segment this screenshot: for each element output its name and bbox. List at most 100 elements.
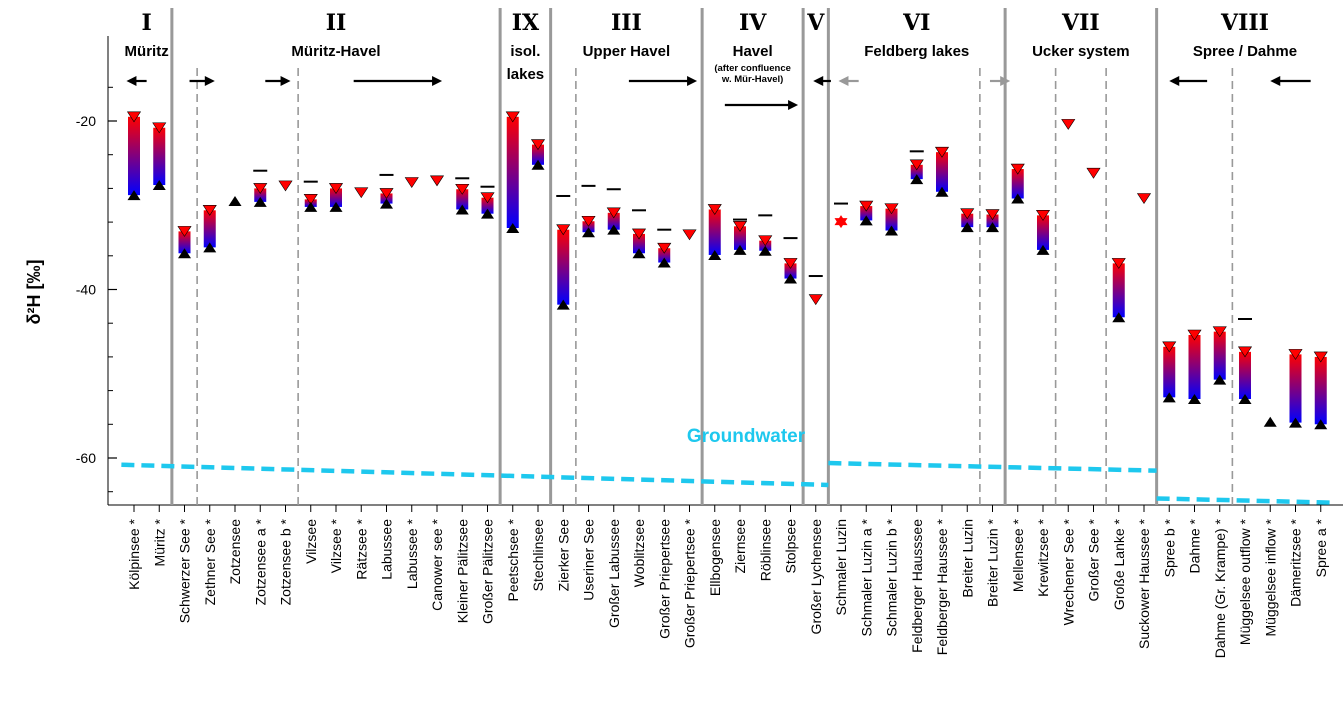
min-up-triangle bbox=[556, 299, 570, 310]
segment-roman-numeral: V bbox=[806, 10, 825, 36]
x-tick-label: Rätzsee * bbox=[353, 518, 369, 579]
segment-name: Havel bbox=[733, 43, 773, 60]
min-up-triangle bbox=[960, 222, 974, 233]
x-tick-label: Großer Lychensee bbox=[808, 519, 824, 635]
min-up-triangle bbox=[1011, 193, 1025, 204]
min-up-triangle bbox=[986, 222, 999, 233]
single-down-triangle bbox=[1061, 119, 1076, 130]
range-bar bbox=[456, 189, 469, 210]
max-down-triangle bbox=[1035, 210, 1051, 221]
single-down-triangle bbox=[354, 187, 369, 199]
segment-name: Ucker system bbox=[1032, 43, 1130, 60]
single-down-triangle bbox=[808, 294, 823, 306]
min-up-triangle bbox=[758, 245, 772, 256]
segment-subnote: (after confluence bbox=[714, 63, 791, 74]
max-down-triangle bbox=[631, 228, 647, 240]
segment-name-line2: lakes bbox=[507, 66, 545, 83]
x-tick-label: Spree b * bbox=[1161, 518, 1177, 577]
x-tick-label: Großer Pälitzsee bbox=[480, 519, 496, 624]
min-up-triangle bbox=[1213, 374, 1227, 385]
x-tick-label: Suckower Haussee * bbox=[1136, 518, 1152, 649]
range-bar bbox=[1289, 354, 1302, 423]
range-bar bbox=[1037, 215, 1049, 250]
max-down-triangle bbox=[1111, 258, 1126, 269]
x-tick-label: Ziernsee bbox=[732, 519, 748, 574]
range-bar bbox=[254, 188, 267, 202]
min-up-triangle bbox=[203, 242, 217, 253]
max-down-triangle bbox=[556, 224, 571, 236]
groundwater-lines bbox=[121, 460, 1334, 505]
x-tick-label: Großer Priepertsee bbox=[656, 519, 672, 639]
x-tick-label: Krewitzsee * bbox=[1035, 518, 1051, 596]
min-up-triangle bbox=[1238, 394, 1252, 405]
segment-name: isol. bbox=[510, 43, 540, 60]
range-bar bbox=[860, 206, 873, 221]
range-bar bbox=[784, 263, 797, 279]
range-bar bbox=[1213, 331, 1226, 380]
segment-name: Müritz bbox=[125, 43, 169, 60]
min-up-triangle bbox=[657, 257, 671, 268]
segment-subnote: w. Mür-Havel) bbox=[721, 74, 783, 85]
x-tick-label: Müggelsee inflow * bbox=[1262, 518, 1278, 636]
max-down-triangle bbox=[253, 183, 268, 194]
min-up-triangle bbox=[455, 204, 469, 215]
range-bar bbox=[658, 248, 671, 263]
x-tick-label: Peetschsee * bbox=[505, 518, 521, 601]
range-bar bbox=[153, 127, 166, 186]
range-bar bbox=[708, 209, 721, 255]
range-bar bbox=[1112, 263, 1125, 318]
min-up-triangle bbox=[632, 248, 646, 259]
segment-roman-numeral: IV bbox=[739, 10, 767, 36]
range-bars bbox=[128, 116, 1327, 425]
segment-name: Spree / Dahme bbox=[1193, 43, 1297, 60]
range-bar bbox=[1163, 346, 1176, 398]
flow-arrow-head-right bbox=[204, 76, 215, 86]
range-bar bbox=[910, 164, 923, 180]
x-tick-label: Großer Priepertsee * bbox=[682, 518, 698, 648]
x-tick-label: Stolpsee bbox=[783, 519, 799, 574]
min-up-triangle bbox=[304, 201, 318, 212]
max-down-triangle bbox=[1162, 341, 1177, 353]
max-down-triangle bbox=[152, 122, 167, 134]
x-tick-label: Schwerzer See * bbox=[177, 518, 193, 623]
min-up-triangle bbox=[885, 225, 898, 236]
range-bar bbox=[1314, 356, 1327, 425]
x-tick-label: Vilzsee * bbox=[328, 518, 344, 573]
max-down-triangle bbox=[480, 192, 495, 204]
range-bar bbox=[1011, 169, 1024, 199]
max-down-triangle bbox=[530, 139, 546, 151]
flow-arrow-head-right bbox=[432, 76, 443, 86]
range-bar bbox=[1239, 351, 1251, 400]
single-up-triangle bbox=[1263, 416, 1277, 427]
segment-roman-numeral: VII bbox=[1061, 10, 1100, 36]
single-down-triangle bbox=[278, 180, 293, 192]
markers bbox=[126, 76, 1328, 430]
min-up-triangle bbox=[506, 222, 520, 233]
min-up-triangle bbox=[910, 174, 924, 185]
range-bar bbox=[128, 116, 140, 196]
max-down-triangle bbox=[1187, 329, 1202, 341]
range-bar bbox=[481, 197, 494, 214]
flow-arrow-head-left bbox=[1270, 76, 1281, 86]
flow-arrow-head-right bbox=[280, 76, 291, 86]
x-tick-label: Schmaler Luzin bbox=[833, 519, 849, 616]
max-down-triangle bbox=[934, 146, 950, 158]
x-tick-label: Große Lanke * bbox=[1111, 518, 1127, 610]
x-tick-label: Zierker See bbox=[555, 519, 571, 592]
x-tick-label: Useriner See bbox=[581, 519, 597, 601]
segment-roman-numeral: VIII bbox=[1220, 10, 1269, 36]
range-bar bbox=[936, 152, 948, 192]
x-tick-label: Schmaler Luzin b * bbox=[884, 518, 900, 636]
x-tick-label: Mellensee * bbox=[1010, 518, 1026, 592]
x-tick-label: Dahme (Gr. Krampe) * bbox=[1212, 518, 1228, 658]
flow-arrow-head-left bbox=[1169, 76, 1180, 86]
flow-arrow-head-right bbox=[788, 100, 799, 110]
groundwater-line bbox=[1156, 496, 1334, 505]
min-up-triangle bbox=[152, 180, 166, 191]
flow-arrow-head-left bbox=[813, 76, 824, 86]
segment-roman-numeral: IX bbox=[512, 10, 540, 36]
single-star-up bbox=[834, 215, 848, 226]
x-tick-label: Stechlinsee bbox=[530, 519, 546, 592]
x-tick-label: Schmaler Luzin a * bbox=[858, 518, 874, 636]
